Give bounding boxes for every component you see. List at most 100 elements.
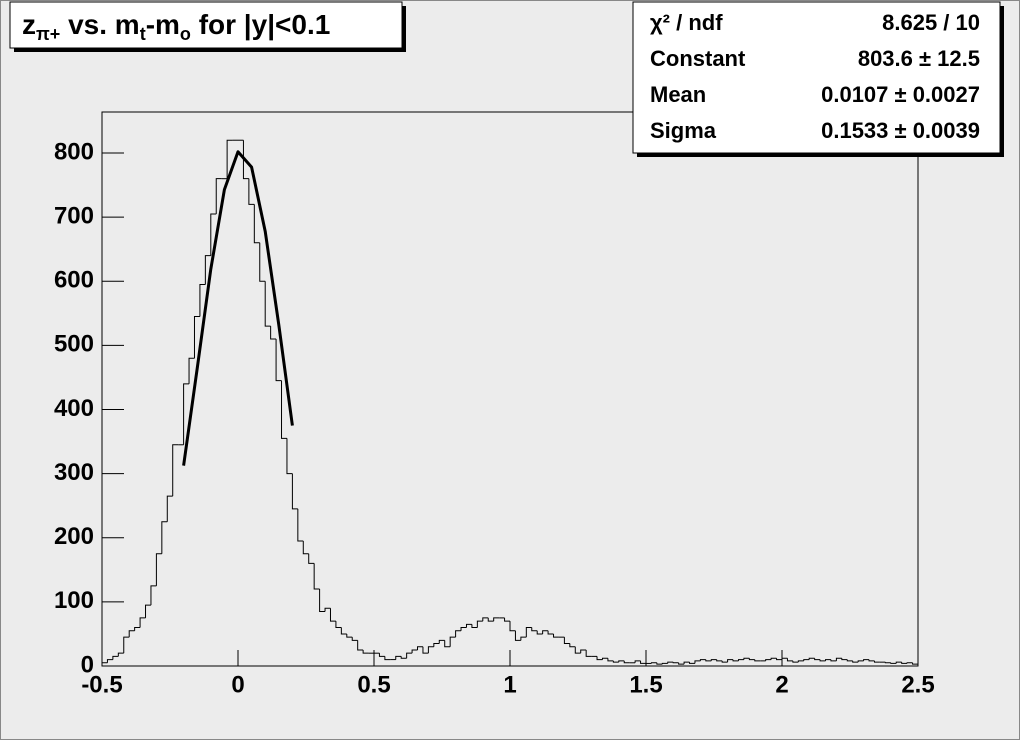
stat-label: Sigma [650,118,717,143]
y-tick-label: 700 [54,203,94,230]
y-tick-label: 800 [54,138,94,165]
histogram-bin [841,658,848,661]
histogram-bin [612,660,619,663]
histogram-bin [242,140,249,180]
histogram-bin [210,213,217,256]
histogram-bin [819,659,826,662]
histogram-bin [226,139,233,179]
histogram-bin [329,608,336,622]
histogram-bin [650,662,657,664]
histogram-bin [313,563,320,590]
y-tick-label: 100 [54,587,94,614]
histogram-bin [868,659,875,662]
histogram-bin [661,662,668,665]
histogram-bin [563,637,570,645]
histogram-bin [161,521,168,554]
histogram-bin [803,659,810,661]
histogram-bin [281,380,287,439]
histogram-bin [433,643,440,647]
y-tick-label: 200 [54,523,94,550]
x-tick-label: 1 [503,671,516,698]
histogram-bin [618,660,625,663]
histogram-bin [678,662,685,665]
histogram-bin [123,636,130,654]
histogram-bin [351,637,358,641]
x-tick-label: 2 [775,671,788,698]
histogram-bin [531,627,538,632]
histogram-bin [743,657,750,660]
histogram-bin [792,660,799,663]
plot-frame [101,111,919,667]
stat-value: 0.1533 ± 0.0039 [821,118,980,143]
histogram-bin [471,624,478,629]
histogram-bin [721,660,728,663]
histogram-bin [542,630,549,634]
histogram-bin [547,630,554,635]
histogram-bin [340,627,347,635]
title-subscript: t [140,24,146,44]
histogram-bin [710,659,717,661]
histogram-bin [145,604,151,618]
histogram-bin [400,656,407,659]
histogram-bin [863,659,870,661]
histogram-bin [852,660,859,663]
histogram-bin [737,659,744,661]
histogram-bin [482,617,489,622]
histogram-bin [406,652,413,659]
histogram-bin [705,659,712,662]
histogram-bin [825,659,831,661]
histogram-bin [716,659,723,662]
histogram-bin [335,621,342,629]
histogram-bin [308,553,315,564]
stat-label: Mean [650,82,706,107]
histogram-bin [830,659,837,662]
histogram-bin [101,662,108,666]
stats-box [632,1,1001,154]
y-tick-label: 0 [81,651,94,678]
x-tick-label: 1.5 [629,671,662,698]
stat-value: 803.6 ± 12.5 [858,46,980,71]
histogram-bin [183,383,190,445]
histogram-bin [857,660,864,663]
y-tick-label: 600 [54,267,94,294]
histogram-bin [536,630,543,635]
histogram-bin [259,242,266,282]
histogram-bin [574,646,581,654]
x-tick-label: 0 [231,671,244,698]
chart-title: zπ+ vs. mt-mo for |y|<0.1 [22,9,330,43]
histogram-bin [808,657,815,660]
histogram-bin [846,659,853,662]
histogram-bin [465,623,472,628]
histogram-bin [188,357,195,384]
histogram-bin [509,621,516,632]
histogram-bin [514,630,521,641]
histogram-bin [248,178,255,205]
histogram-bin [378,653,385,657]
histogram-bin [215,178,222,214]
fit-curve [182,150,294,466]
histogram-bin [139,617,146,628]
histogram-bin [493,617,500,622]
histogram-bin [748,658,755,661]
histogram-bin [504,617,510,622]
histogram-bin [895,661,902,664]
histogram-bin [476,620,483,628]
histogram-bin [553,633,559,638]
histogram-bin [324,607,331,612]
title-text: z [22,9,36,40]
histogram-bin [569,643,576,648]
y-tick-label: 400 [54,395,94,422]
histogram-bin [781,657,788,660]
histogram-bin [634,660,641,663]
histogram-bin [797,660,804,663]
histogram-bin [873,660,880,663]
histogram-bin [694,660,701,664]
histogram-bin [585,649,592,657]
histogram-bin [765,659,772,661]
histogram-bin [607,658,614,662]
histogram-bin [601,657,608,660]
histogram-bin [106,659,113,663]
stat-value: 0.0107 ± 0.0027 [821,82,980,107]
histogram-bin [362,649,369,654]
y-tick-label: 300 [54,459,94,486]
